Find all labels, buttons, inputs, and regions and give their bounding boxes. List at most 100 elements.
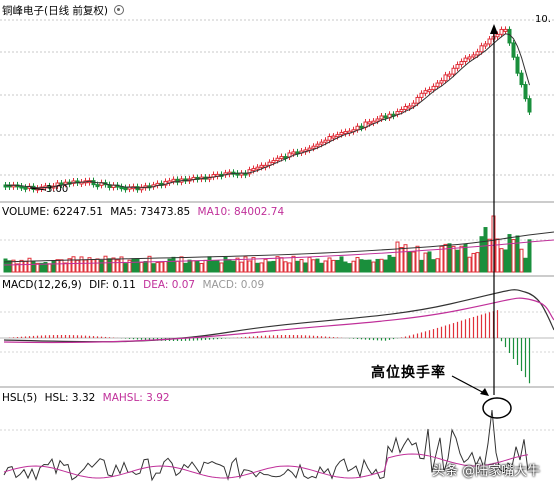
volume-bar	[487, 238, 492, 273]
volume-bar	[419, 259, 424, 273]
candle-body	[407, 105, 412, 109]
volume-bar	[383, 259, 388, 273]
candle-body	[459, 61, 464, 66]
volume-bar	[131, 258, 136, 273]
volume-bar	[207, 256, 212, 273]
candle-body	[427, 89, 432, 93]
volume-bar	[387, 254, 392, 273]
volume-bar	[75, 259, 80, 273]
volume-bar	[103, 255, 108, 273]
macd-pane-header: MACD(12,26,9) DIF: 0.11 DEA: 0.07 MACD: …	[2, 279, 268, 292]
candle-body	[371, 120, 376, 124]
volume-bar	[243, 256, 248, 273]
candle-body	[139, 186, 144, 191]
candle-body	[383, 115, 388, 119]
volume-bar	[455, 249, 460, 273]
stock-title: 铜峰电子(日线 前复权)	[2, 5, 109, 17]
volume-bar	[175, 260, 180, 273]
candle-body	[355, 125, 360, 131]
volume-bar	[319, 262, 324, 273]
volume-bar	[371, 261, 376, 273]
volume-bar	[427, 251, 432, 273]
volume-bar	[67, 258, 72, 273]
candle-body	[439, 80, 444, 84]
candle-body	[291, 151, 296, 155]
volume-bar	[203, 259, 208, 273]
volume-bar	[403, 244, 408, 273]
volume-bar	[39, 262, 44, 273]
volume-bar	[443, 243, 448, 273]
volume-bar	[523, 257, 528, 273]
volume-bar	[163, 261, 168, 273]
candle-body	[319, 141, 324, 145]
volume-bar	[303, 262, 308, 273]
volume-bar	[399, 247, 404, 273]
candle-body	[247, 169, 252, 175]
volume-bar	[287, 262, 292, 273]
volume-bar	[363, 259, 368, 273]
volume-bar	[183, 262, 188, 273]
volume-bar	[211, 260, 216, 273]
volume-bar	[515, 235, 520, 273]
volume-bar	[375, 258, 380, 273]
candle-body	[359, 125, 364, 129]
volume-bar	[331, 259, 336, 273]
candle-body	[523, 84, 528, 100]
candle-body	[335, 134, 340, 138]
volume-bar	[235, 257, 240, 273]
candle-body	[271, 160, 276, 164]
volume-pane-header: VOLUME: 62247.51 MA5: 73473.85 MA10: 840…	[2, 206, 288, 219]
gear-icon[interactable]	[114, 5, 125, 15]
candle-body	[487, 38, 492, 45]
volume-bar	[283, 261, 288, 273]
volume-bar	[447, 243, 452, 273]
volume-bar	[43, 262, 48, 273]
candle-body	[415, 96, 420, 104]
annotation-pointer-line	[451, 375, 487, 395]
candle-body	[475, 51, 480, 56]
volume-bar	[171, 256, 176, 273]
volume-bar	[227, 259, 232, 273]
hsl-pane	[3, 409, 529, 482]
volume-bar	[391, 256, 396, 273]
volume-bar	[423, 252, 428, 273]
volume-bar	[503, 249, 508, 273]
macd-dif-line	[3, 289, 554, 343]
volume-bar	[275, 256, 280, 273]
volume-bar	[355, 256, 360, 273]
volume-bar	[143, 260, 148, 273]
volume-bar	[459, 245, 464, 273]
volume-bar	[123, 263, 128, 273]
candle-body	[479, 45, 484, 53]
volume-bar	[63, 262, 68, 273]
candle-body	[279, 156, 284, 160]
volume-bar	[519, 248, 524, 273]
volume-bar	[139, 261, 144, 273]
candle-body	[451, 67, 456, 75]
candle-body	[3, 184, 8, 188]
candle-body	[463, 57, 468, 63]
volume-bar	[255, 262, 260, 273]
low-price-label: 3.00	[46, 184, 69, 195]
volume-bar	[451, 245, 456, 273]
volume-bar	[95, 258, 100, 273]
volume-bar	[127, 259, 132, 273]
volume-bar	[267, 261, 272, 273]
macd-dea: DEA: 0.07	[143, 279, 196, 291]
macd-value: MACD: 0.09	[202, 279, 265, 291]
candle-body	[311, 145, 316, 149]
volume-bar	[527, 239, 532, 273]
candle-body	[403, 106, 408, 110]
volume-bar	[47, 263, 52, 273]
annotation-arrowhead-up	[490, 24, 498, 34]
annotation-circle	[482, 397, 512, 419]
volume-ma5-line	[3, 231, 554, 263]
volume-bar	[79, 256, 84, 273]
candle-body	[467, 56, 472, 60]
macd-dif: DIF: 0.11	[89, 279, 136, 291]
candle-body	[315, 143, 320, 147]
hsl-label: HSL(5)	[2, 392, 38, 404]
volume-pane	[3, 215, 554, 273]
